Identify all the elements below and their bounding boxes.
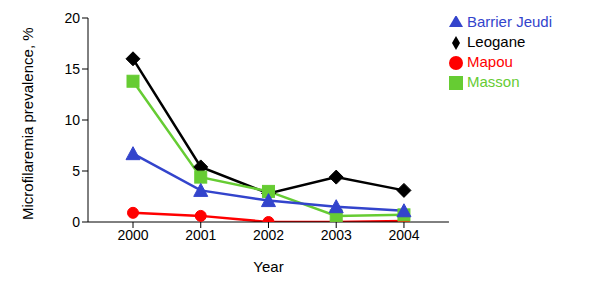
svg-text:2003: 2003 bbox=[321, 227, 352, 243]
svg-text:10: 10 bbox=[64, 112, 80, 128]
html-text:Barrier Jeudi: Barrier Jeudi bbox=[467, 13, 552, 30]
svg-text:0: 0 bbox=[72, 214, 80, 230]
html-text:Mapou: Mapou bbox=[467, 53, 513, 70]
html-text:Leogane: Leogane bbox=[467, 33, 526, 50]
svg-text:2001: 2001 bbox=[185, 227, 216, 243]
svg-text:20: 20 bbox=[64, 10, 80, 26]
svg-text:2000: 2000 bbox=[117, 227, 148, 243]
svg-text:2004: 2004 bbox=[388, 227, 419, 243]
svg-text:2002: 2002 bbox=[253, 227, 284, 243]
svg-text:Year: Year bbox=[253, 258, 283, 275]
html-text:Masson: Masson bbox=[467, 73, 520, 90]
svg-text:15: 15 bbox=[64, 61, 80, 77]
svg-text:5: 5 bbox=[72, 163, 80, 179]
svg-text:Microfilaremia prevalence, %: Microfilaremia prevalence, % bbox=[19, 27, 36, 220]
